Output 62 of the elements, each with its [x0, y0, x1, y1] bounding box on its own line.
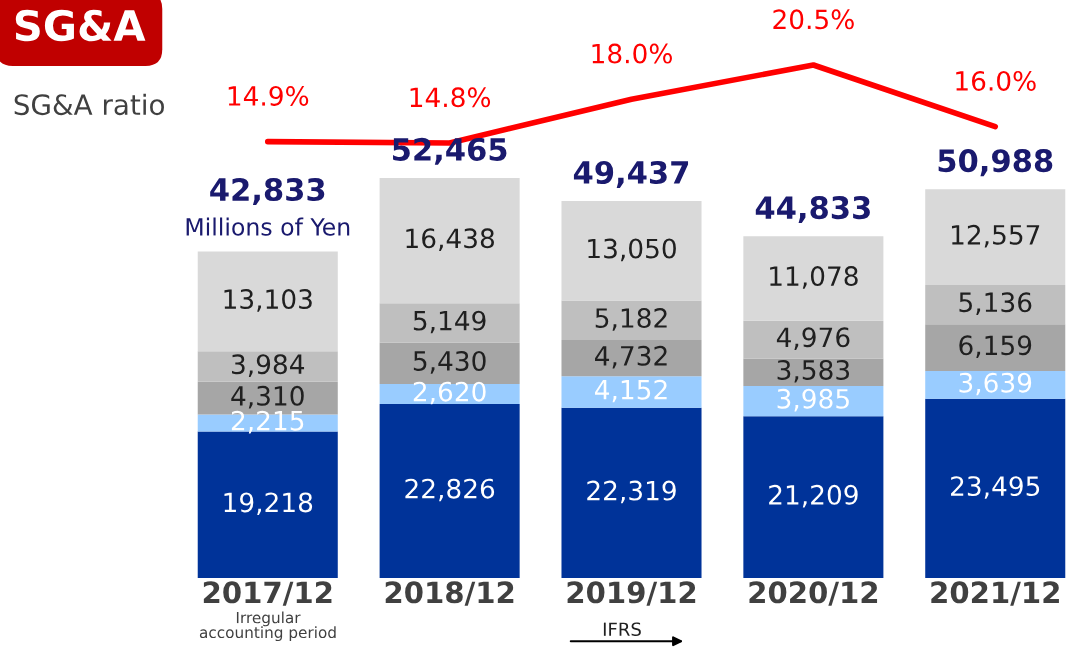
- data-label: 23,495: [951, 476, 1040, 499]
- bar: [561, 340, 702, 377]
- bar: [561, 376, 702, 408]
- text: Irregular accounting period: [199, 611, 336, 642]
- bar: [925, 324, 1066, 372]
- data-label: 19,218: [224, 492, 313, 516]
- x-tick-label: 2021/12: [931, 581, 1059, 606]
- data-label: 18.0%: [592, 43, 672, 64]
- data-label: 3,583: [777, 359, 850, 383]
- data-label: 20.5%: [773, 9, 854, 30]
- data-label: 13,050: [588, 238, 676, 262]
- data-label: 3,985: [777, 388, 849, 412]
- x-tick-label: 2017/12: [203, 581, 332, 606]
- bar: [197, 351, 338, 382]
- data-label: 14.9%: [228, 86, 309, 106]
- data-label: 11,078: [770, 266, 858, 289]
- bar: [743, 236, 884, 321]
- bar: [561, 407, 702, 578]
- bar: [379, 403, 520, 578]
- x-tick-label: 2019/12: [567, 581, 696, 606]
- annotation: Millions of Yen: [186, 217, 350, 236]
- bar: [925, 189, 1066, 285]
- text: SG&A ratio: [14, 93, 164, 116]
- bar: [561, 201, 702, 301]
- data-label: 22,319: [587, 480, 676, 504]
- data-label: 5,149: [413, 310, 486, 334]
- data-label: 2,620: [413, 381, 486, 405]
- text: IFRS: [603, 622, 641, 637]
- data-label: 5,136: [959, 292, 1032, 315]
- bar: [743, 416, 884, 578]
- bar: [925, 398, 1066, 578]
- total-label: 52,465: [393, 137, 507, 165]
- data-label: 4,152: [595, 379, 667, 403]
- chart-title: SG&A: [15, 9, 146, 42]
- data-label: 13,103: [224, 289, 312, 312]
- data-label: 4,732: [595, 345, 667, 369]
- data-label: 14.8%: [410, 87, 491, 108]
- bar: [925, 285, 1066, 325]
- total-label: 49,437: [573, 160, 689, 188]
- bar: [743, 320, 884, 359]
- data-label: 12,557: [951, 224, 1040, 248]
- data-label: 4,310: [231, 385, 304, 409]
- data-label: 6,159: [959, 335, 1032, 358]
- bar: [379, 303, 520, 343]
- total-label: 44,833: [755, 196, 870, 224]
- total-label: 42,833: [210, 177, 325, 205]
- data-label: 16.0%: [956, 70, 1036, 91]
- bar: [561, 300, 702, 341]
- data-label: 3,984: [231, 354, 305, 377]
- data-label: 16,438: [406, 228, 494, 252]
- x-tick-label: 2020/12: [749, 581, 878, 606]
- data-label: 2,215: [231, 410, 304, 434]
- data-label: 22,826: [405, 478, 495, 502]
- bar: [197, 251, 338, 352]
- data-label: 4,976: [776, 327, 850, 350]
- bar: [379, 178, 520, 304]
- data-label: 21,209: [769, 484, 858, 508]
- data-label: 5,182: [595, 308, 667, 331]
- x-tick-label: 2018/12: [385, 581, 514, 606]
- data-label: 5,430: [413, 350, 486, 374]
- data-label: 3,639: [959, 372, 1032, 396]
- total-label: 50,988: [938, 149, 1053, 177]
